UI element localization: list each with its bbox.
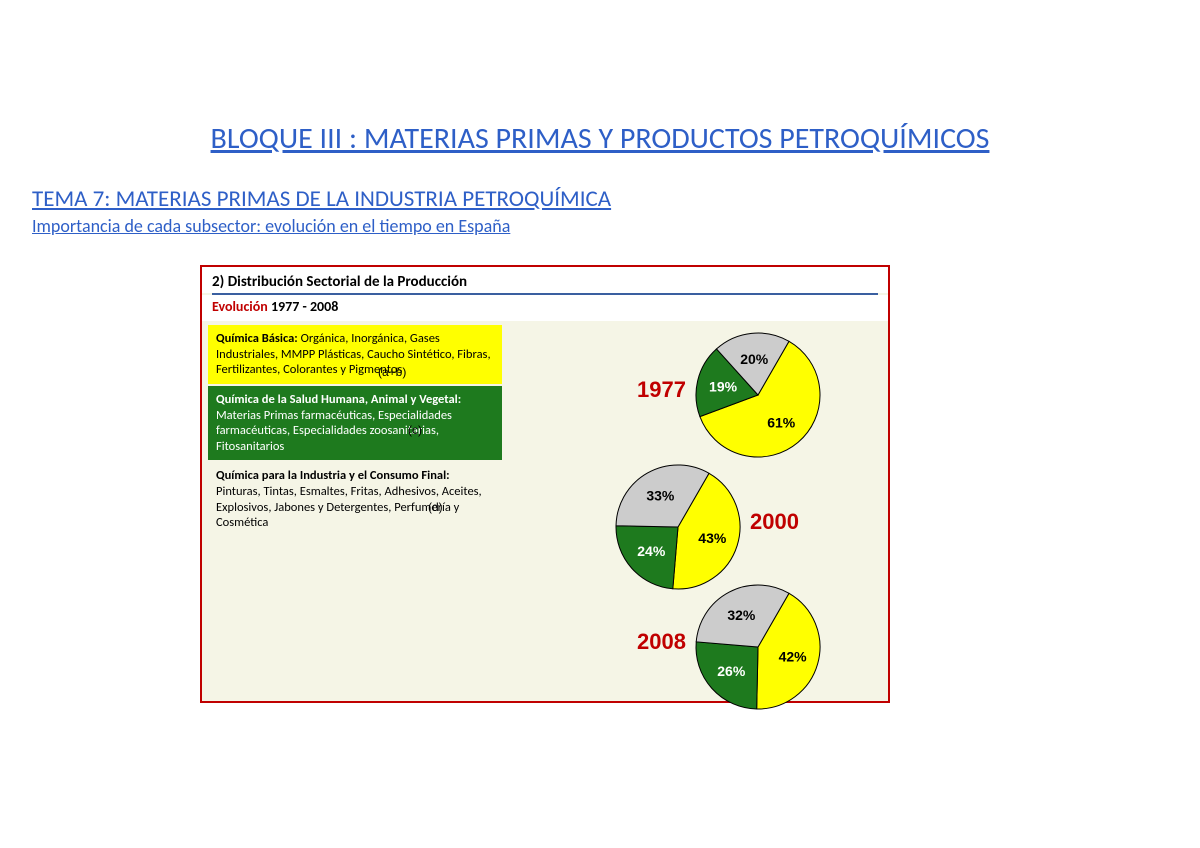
- pie-chart-2008: 42%26%32%2008: [692, 581, 824, 713]
- legend-box-1: Química de la Salud Humana, Animal y Veg…: [208, 386, 502, 461]
- pie-chart-1977: 61%19%20%1977: [692, 329, 824, 461]
- legend-title: Química de la Salud Humana, Animal y Veg…: [216, 392, 461, 407]
- panel-subheader: Evolución 1977 - 2008: [202, 295, 888, 321]
- pie-year-label: 2000: [750, 509, 799, 535]
- legend-annotation: (d): [428, 500, 443, 515]
- pie-slice-label: 32%: [727, 607, 756, 623]
- pie-year-label: 2008: [637, 629, 686, 655]
- pie-year-label: 1977: [637, 377, 686, 403]
- pie-slice-label: 20%: [740, 351, 769, 367]
- panel-body: Química Básica: Orgánica, Inorgánica, Ga…: [202, 321, 888, 701]
- pie-svg: 61% 19%20%: [692, 329, 824, 461]
- legend-title: Química Básica:: [216, 331, 298, 346]
- panel-header: 2) Distribución Sectorial de la Producci…: [202, 267, 888, 293]
- panel-subheader-years: 1977 - 2008: [271, 298, 338, 315]
- pie-slice-label: 24%: [637, 543, 666, 559]
- pie-svg: 43% 24% 33%: [612, 461, 744, 593]
- legend-annotation: (a+b): [378, 365, 406, 380]
- pie-slice-label: 33%: [646, 488, 675, 504]
- pie-slice-label: 61%: [767, 414, 796, 430]
- legend-box-0: Química Básica: Orgánica, Inorgánica, Ga…: [208, 325, 502, 384]
- legend-title: Química para la Industria y el Consumo F…: [216, 468, 450, 483]
- legend-annotation: (c): [408, 423, 422, 438]
- pie-chart-2000: 43%24%33%2000: [612, 461, 744, 593]
- pie-slice-label: 26%: [717, 663, 746, 679]
- panel-header-text: Distribución Sectorial de la Producción: [228, 273, 467, 291]
- page-title-sub: TEMA 7: MATERIAS PRIMAS DE LA INDUSTRIA …: [0, 185, 1200, 213]
- panel-subheader-evolution: Evolución: [212, 298, 268, 315]
- charts-column: 61% 19%20% 1977 43% 24% 33% 2000 42% 26% 32% 2008: [502, 321, 888, 701]
- pie-slice-label: 43%: [698, 530, 727, 546]
- page-title-desc: Importancia de cada subsector: evolución…: [0, 215, 1200, 237]
- pie-slice-label: 42%: [779, 649, 808, 665]
- legend-column: Química Básica: Orgánica, Inorgánica, Ga…: [202, 321, 502, 701]
- pie-slice-label: 19%: [709, 378, 738, 394]
- page-title-main: BLOQUE III : MATERIAS PRIMAS Y PRODUCTOS…: [0, 120, 1200, 157]
- distribution-panel: 2) Distribución Sectorial de la Producci…: [200, 265, 890, 703]
- pie-svg: 42% 26% 32%: [692, 581, 824, 713]
- panel-header-num: 2): [212, 273, 224, 291]
- legend-box-2: Química para la Industria y el Consumo F…: [208, 462, 502, 537]
